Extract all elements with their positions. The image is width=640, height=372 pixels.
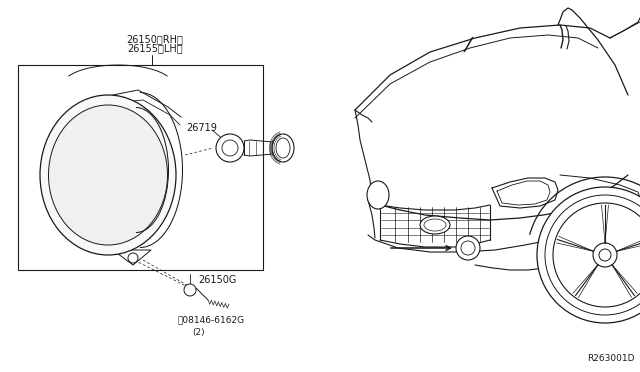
Text: R263001D: R263001D [588,354,635,363]
Ellipse shape [420,216,450,234]
Ellipse shape [276,138,290,158]
Ellipse shape [367,181,389,209]
Circle shape [537,187,640,323]
Ellipse shape [222,140,238,156]
Ellipse shape [216,134,244,162]
Circle shape [599,249,611,261]
Ellipse shape [40,95,176,255]
Circle shape [128,253,138,263]
Text: Ⓑ08146-6162G: Ⓑ08146-6162G [178,315,245,324]
Circle shape [593,243,617,267]
Bar [18,65,263,270]
Circle shape [456,236,480,260]
Ellipse shape [272,134,294,162]
Text: 26155〈LH〉: 26155〈LH〉 [127,43,183,53]
Circle shape [545,195,640,315]
Circle shape [553,203,640,307]
Text: 26150G: 26150G [198,275,236,285]
Text: (2): (2) [192,327,205,337]
Text: 26719: 26719 [186,123,217,133]
Circle shape [184,284,196,296]
Ellipse shape [424,219,446,231]
Text: 26150〈RH〉: 26150〈RH〉 [127,34,184,44]
Circle shape [461,241,475,255]
Ellipse shape [49,105,168,245]
